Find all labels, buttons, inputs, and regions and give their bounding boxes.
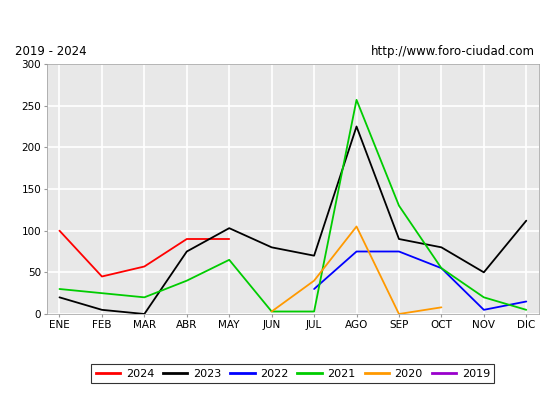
Legend: 2024, 2023, 2022, 2021, 2020, 2019: 2024, 2023, 2022, 2021, 2020, 2019 xyxy=(91,364,494,384)
Text: http://www.foro-ciudad.com: http://www.foro-ciudad.com xyxy=(371,45,535,58)
Text: 2019 - 2024: 2019 - 2024 xyxy=(15,45,87,58)
Text: Evolucion Nº Turistas Extranjeros en el municipio de Villarrabé: Evolucion Nº Turistas Extranjeros en el … xyxy=(47,13,503,29)
